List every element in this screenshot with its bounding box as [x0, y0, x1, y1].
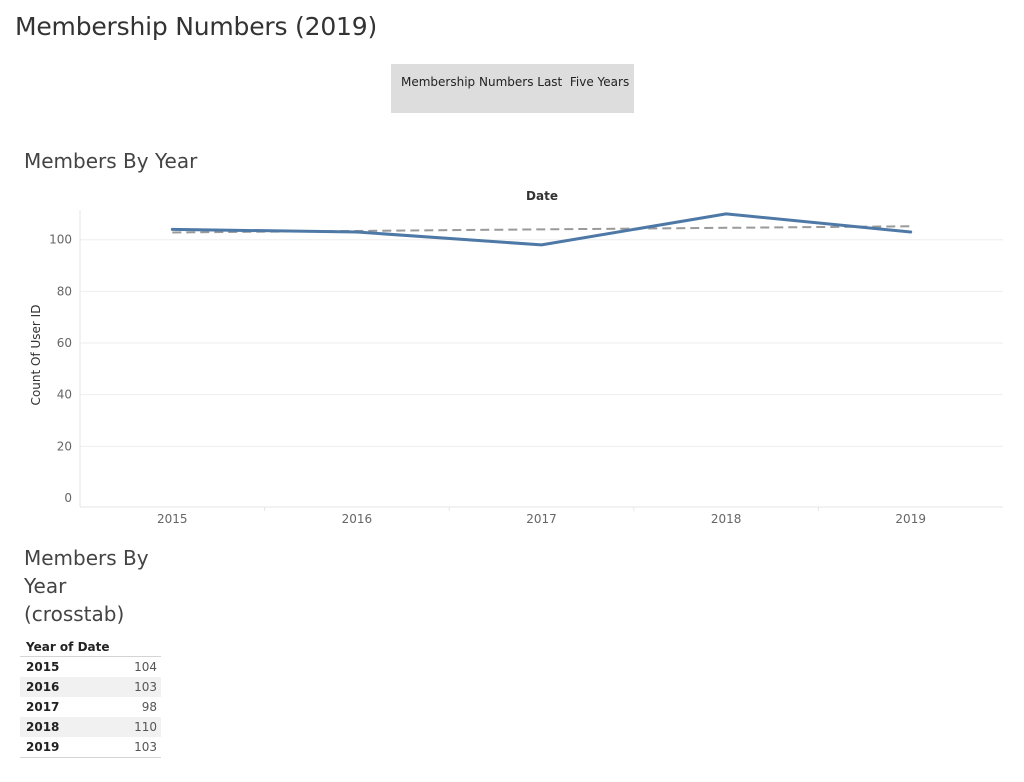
crosstab-count: 103: [134, 680, 157, 694]
data-point[interactable]: [906, 227, 916, 237]
crosstab-title: Members By Year (crosstab): [24, 546, 149, 626]
crosstab-bottom-border: [20, 757, 161, 758]
crosstab-row: 2017 98: [20, 697, 161, 717]
crosstab-body: 2015 104 2016 103 2017 98 2018 110 2019 103: [20, 657, 161, 757]
data-point[interactable]: [167, 224, 177, 234]
y-tick-label: 100: [49, 233, 72, 247]
y-tick-label: 80: [57, 284, 72, 298]
x-tick-label: 2015: [157, 512, 188, 526]
series-line[interactable]: [170, 212, 913, 247]
crosstab-count: 110: [134, 720, 157, 734]
crosstab-table: Year of Date 2015 104 2016 103 2017 98 2018 110…: [20, 639, 161, 758]
crosstab-year: 2015: [26, 660, 60, 674]
trend-line-layer: [172, 225, 911, 234]
crosstab-year: 2019: [26, 740, 60, 754]
crosstab-header: Year of Date: [20, 639, 161, 657]
nav-button-label: Membership Numbers Last Five Years: [401, 75, 630, 89]
crosstab-year: 2017: [26, 700, 60, 714]
y-tick-label: 60: [57, 336, 72, 350]
y-axis-label: Count Of User ID: [29, 305, 43, 406]
crosstab-count: 103: [134, 740, 157, 754]
crosstab-count: 98: [141, 700, 157, 714]
crosstab-row: 2018 110: [20, 717, 161, 737]
dashboard-title: Membership Numbers (2019): [15, 12, 377, 41]
x-tick-label: 2016: [342, 512, 373, 526]
x-tick-label: 2018: [711, 512, 742, 526]
x-tick-label: 2017: [526, 512, 557, 526]
crosstab-row: 2016 103: [20, 677, 161, 697]
crosstab-row: 2015 104: [20, 657, 161, 677]
crosstab-row: 2019 103: [20, 737, 161, 757]
crosstab-year: 2016: [26, 680, 60, 694]
series-layer: [167, 209, 916, 250]
x-tick-label: 2019: [895, 512, 926, 526]
x-axis-ticks: 2015 2016 2017 2018 2019: [157, 507, 926, 526]
data-point[interactable]: [537, 240, 547, 250]
trend-line[interactable]: [172, 225, 911, 234]
crosstab-year: 2018: [26, 720, 60, 734]
line-chart-title: Members By Year: [24, 149, 198, 173]
x-axis-header: Date: [526, 189, 558, 203]
y-tick-label: 40: [57, 388, 72, 402]
y-tick-label: 20: [57, 439, 72, 453]
crosstab-count: 104: [134, 660, 157, 674]
data-point[interactable]: [352, 227, 362, 237]
nav-button[interactable]: Membership Numbers Last Five Years: [391, 64, 634, 113]
gridlines: 0 20 40 60 80 100: [49, 210, 1003, 508]
y-tick-label: 0: [64, 491, 72, 505]
data-point[interactable]: [721, 209, 731, 219]
